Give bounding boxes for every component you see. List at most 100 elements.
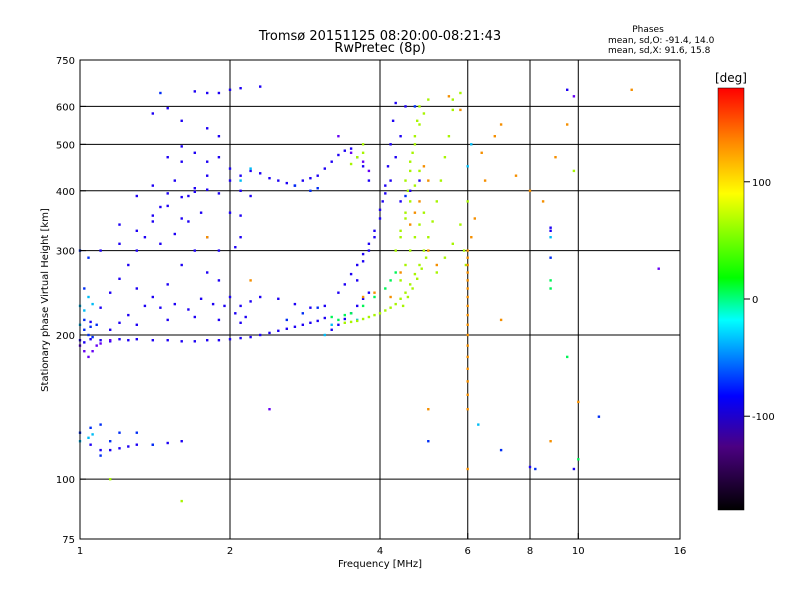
data-point: [83, 328, 86, 331]
data-point: [404, 179, 407, 182]
data-point: [135, 194, 138, 198]
data-point: [404, 263, 407, 267]
data-point: [394, 302, 397, 306]
data-point: [435, 200, 438, 203]
data-point: [459, 223, 462, 226]
data-point: [173, 232, 176, 236]
data-point: [206, 160, 209, 163]
data-point: [493, 135, 496, 138]
data-point: [349, 162, 353, 166]
data-point: [427, 98, 430, 101]
data-point: [268, 331, 271, 335]
data-point: [217, 135, 221, 138]
data-point: [466, 355, 469, 359]
data-point: [301, 179, 304, 182]
data-point: [309, 321, 312, 324]
data-point: [159, 91, 162, 95]
data-point: [193, 249, 196, 252]
data-point: [418, 105, 421, 108]
data-point: [337, 135, 340, 138]
data-point: [373, 291, 376, 294]
data-point: [337, 323, 340, 326]
data-point: [470, 236, 473, 239]
data-point: [420, 267, 423, 270]
data-point: [166, 156, 169, 159]
data-point: [373, 295, 376, 299]
data-point: [413, 211, 417, 214]
data-point: [89, 325, 92, 328]
data-point: [451, 98, 454, 101]
data-point: [394, 156, 397, 159]
x-tick-label: 2: [227, 546, 233, 557]
data-point: [466, 467, 469, 471]
colorbar-tick-label: 100: [752, 178, 771, 189]
data-point: [577, 458, 580, 461]
data-point: [285, 181, 288, 185]
data-point: [399, 271, 402, 274]
data-point: [217, 339, 221, 342]
phases-stat-x: mean, sd,X: 91.6, 15.8: [608, 46, 711, 56]
data-point: [83, 309, 86, 312]
data-point: [239, 179, 242, 182]
data-point: [466, 393, 469, 396]
data-point: [399, 297, 402, 300]
data-point: [343, 317, 346, 321]
data-point: [451, 108, 454, 112]
data-point: [409, 160, 412, 163]
data-point: [466, 200, 469, 203]
data-point: [109, 328, 112, 331]
data-point: [413, 236, 417, 239]
data-point: [151, 184, 154, 187]
data-point: [228, 179, 232, 182]
data-point: [83, 287, 86, 290]
data-point: [356, 319, 359, 323]
data-point: [451, 242, 454, 245]
data-point: [361, 317, 365, 321]
x-tick-label: 1: [77, 546, 83, 557]
x-tick-label: 8: [527, 546, 533, 557]
data-point: [259, 85, 262, 88]
data-point: [566, 123, 569, 126]
y-tick-label: 400: [56, 187, 75, 198]
data-point: [343, 283, 346, 286]
data-point: [323, 316, 326, 320]
data-point: [404, 211, 407, 214]
x-tick-label: 10: [572, 546, 585, 557]
data-point: [349, 312, 353, 315]
data-point: [343, 313, 346, 317]
data-point: [367, 179, 371, 182]
y-tick-label: 500: [56, 140, 75, 151]
data-point: [99, 448, 102, 452]
data-point: [228, 88, 232, 91]
data-point: [367, 291, 371, 294]
data-point: [89, 426, 92, 429]
data-point: [217, 318, 221, 322]
data-point: [91, 350, 94, 353]
data-point: [118, 431, 121, 434]
data-point: [378, 217, 382, 220]
data-point: [409, 223, 412, 226]
data-point: [418, 223, 421, 226]
data-point: [349, 320, 353, 324]
data-points: [78, 85, 660, 503]
data-point: [361, 260, 365, 263]
data-point: [268, 408, 271, 411]
data-point: [416, 277, 419, 280]
data-point: [228, 338, 232, 341]
data-point: [477, 423, 480, 426]
data-point: [435, 263, 438, 267]
data-point: [343, 149, 346, 152]
data-point: [406, 295, 410, 299]
data-point: [249, 167, 252, 170]
data-point: [259, 333, 262, 337]
data-point: [435, 271, 438, 274]
data-point: [109, 440, 112, 443]
data-point: [356, 304, 359, 308]
data-point: [217, 156, 221, 159]
data-point: [166, 441, 169, 445]
data-point: [239, 336, 242, 340]
data-point: [118, 223, 121, 226]
data-point: [199, 297, 203, 300]
data-point: [118, 447, 121, 450]
data-point: [443, 256, 447, 259]
